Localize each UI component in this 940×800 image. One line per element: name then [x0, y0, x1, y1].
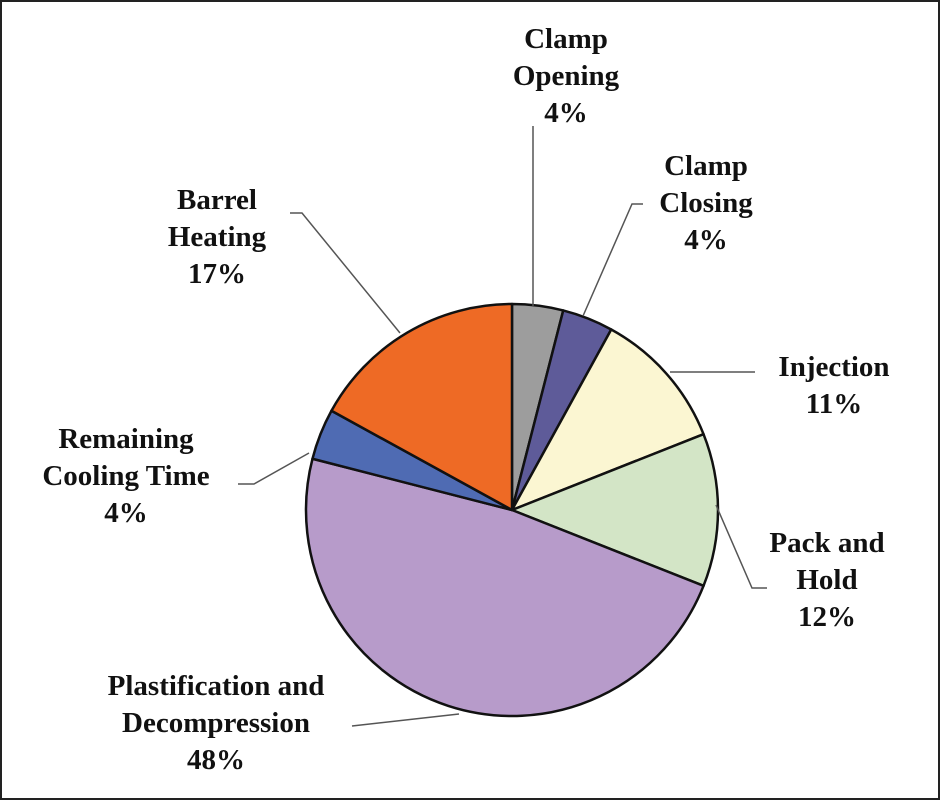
slice-name: Decompression [122, 707, 310, 739]
pie-slice [304, 457, 705, 718]
slice-name: Opening [513, 60, 620, 92]
leader-line [290, 212, 401, 334]
slice-name: Barrel [177, 184, 257, 216]
leader-line [238, 452, 310, 485]
pie-slice [510, 328, 705, 512]
slice-name: Clamp [664, 150, 748, 182]
leader-line [715, 504, 767, 589]
slice-label: Injection 11% [778, 351, 889, 420]
slice-percent: 4% [684, 224, 728, 256]
slice-percent: 12% [798, 601, 856, 633]
slice-label: Clamp Opening 4% [513, 23, 620, 129]
pie-slice [330, 302, 514, 512]
slice-label: Plastification and Decompression 48% [108, 670, 325, 776]
slice-name: Cooling Time [42, 460, 209, 492]
slice-label: Pack and Hold 12% [769, 527, 884, 633]
slice-percent: 11% [806, 388, 862, 420]
slice-label: Clamp Closing 4% [659, 150, 753, 256]
slice-percent: 48% [187, 744, 245, 776]
slice-name: Remaining [58, 423, 194, 455]
slice-percent: 4% [104, 497, 148, 529]
slice-name: Hold [796, 564, 857, 596]
leader-line [351, 713, 460, 727]
slice-name: Plastification and [108, 670, 325, 702]
leader-line [582, 203, 643, 317]
slice-percent: 17% [188, 258, 246, 290]
slice-name: Closing [659, 187, 753, 219]
slice-name: Pack and [769, 527, 884, 559]
slice-label: Remaining Cooling Time 4% [42, 423, 209, 529]
slice-name: Injection [778, 351, 889, 383]
slice-name: Heating [168, 221, 267, 253]
slice-percent: 4% [544, 97, 588, 129]
slice-name: Clamp [524, 23, 608, 55]
slice-label: Barrel Heating 17% [168, 184, 267, 290]
